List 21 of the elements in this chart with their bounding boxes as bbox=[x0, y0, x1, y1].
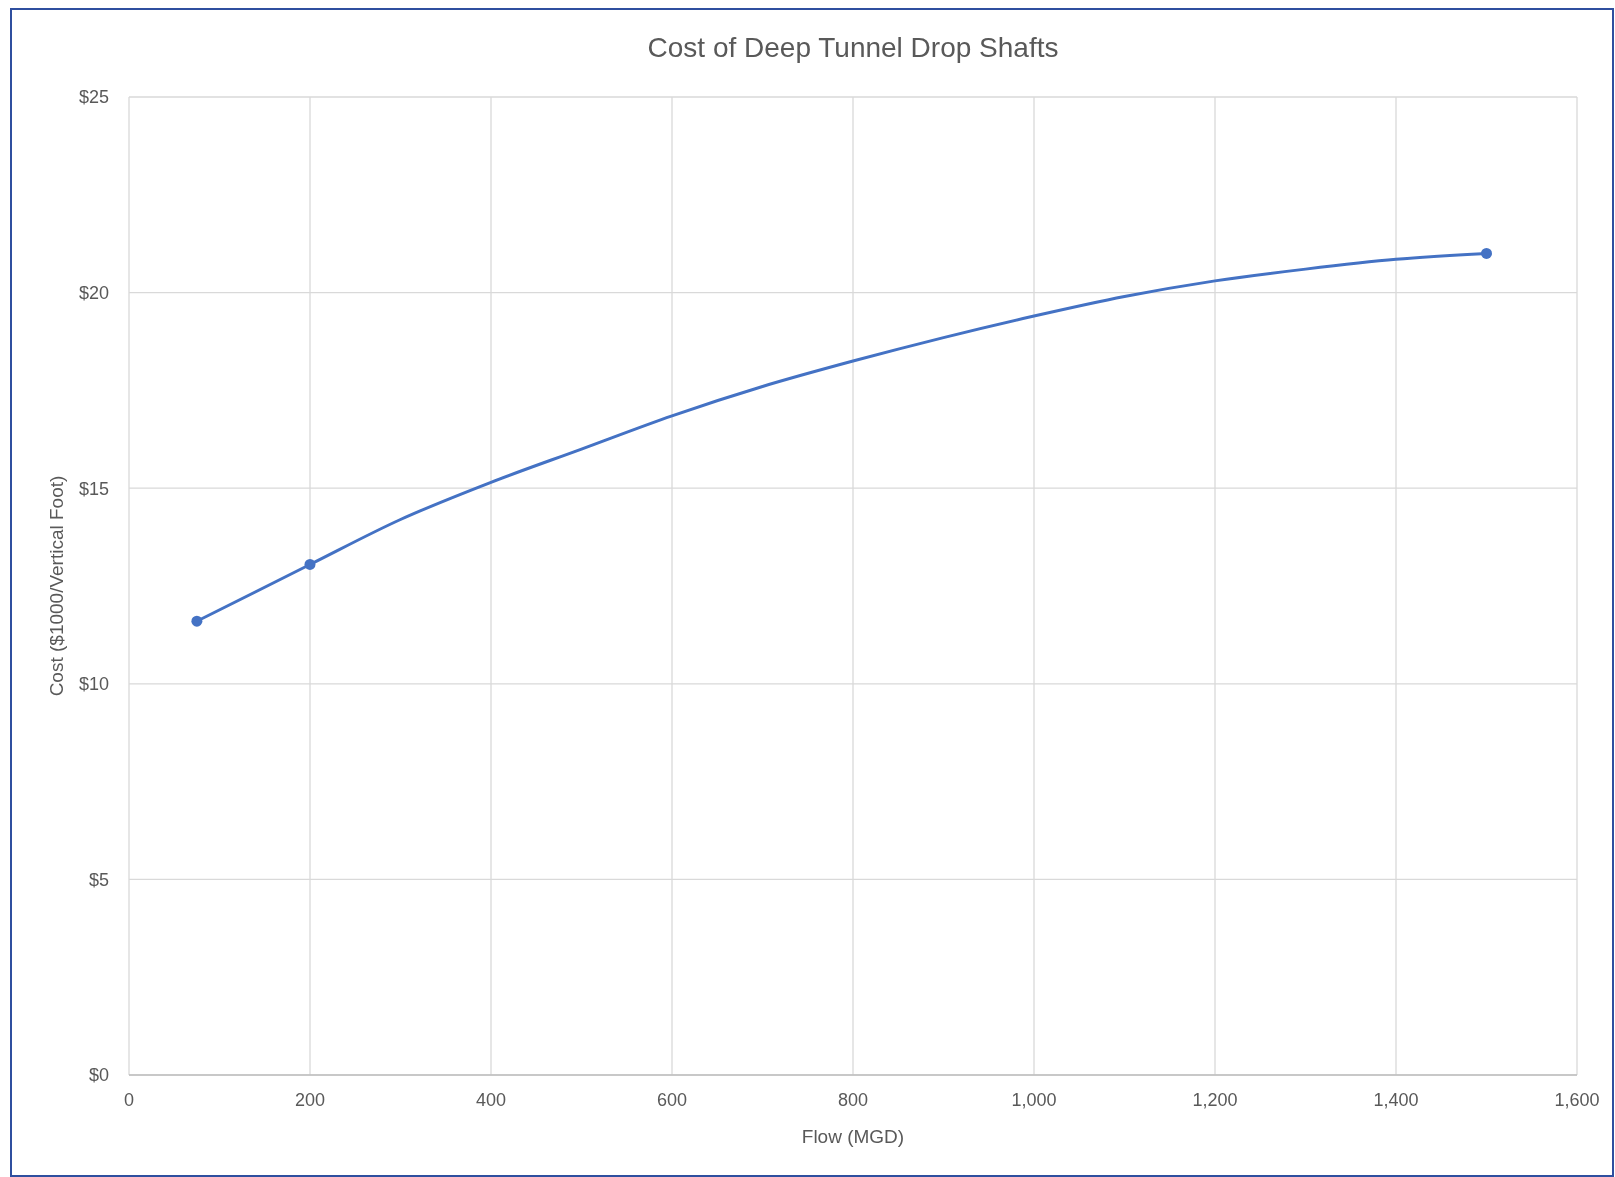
chart-title: Cost of Deep Tunnel Drop Shafts bbox=[647, 32, 1059, 63]
y-tick-label: $0 bbox=[88, 1065, 109, 1086]
x-tick-label: 800 bbox=[837, 1090, 869, 1110]
x-axis-title: Flow (MGD) bbox=[801, 1126, 905, 1147]
x-tick-label: 400 bbox=[475, 1090, 507, 1110]
point bbox=[304, 558, 316, 570]
y-tick-label: $5 bbox=[88, 869, 109, 890]
y-tick-label: $10 bbox=[78, 674, 109, 695]
x-tick-label: 1,200 bbox=[1192, 1090, 1238, 1110]
x-tick-label: 200 bbox=[294, 1090, 326, 1110]
y-tick-label: $25 bbox=[78, 87, 109, 108]
y-tick-label: $20 bbox=[78, 282, 109, 303]
y-tick-label: $15 bbox=[78, 478, 109, 499]
x-tick-label: 0 bbox=[123, 1090, 135, 1110]
point bbox=[191, 615, 203, 627]
x-tick-label: 1,600 bbox=[1554, 1090, 1600, 1110]
y-axis-title: Cost ($1000/Vertical Foot) bbox=[46, 475, 67, 697]
x-tick-label: 1,400 bbox=[1373, 1090, 1419, 1110]
point bbox=[1481, 247, 1492, 259]
x-tick-label: 600 bbox=[656, 1090, 688, 1110]
x-tick-label: 1,000 bbox=[1011, 1090, 1057, 1110]
